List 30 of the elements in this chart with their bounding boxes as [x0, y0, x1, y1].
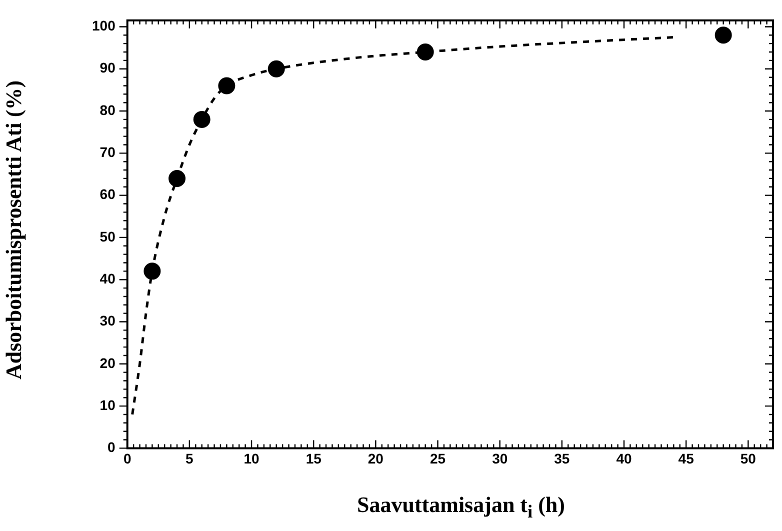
x-tick-label: 5 [186, 450, 194, 466]
y-tick-label: 0 [108, 439, 116, 456]
x-tick-label: 50 [740, 450, 756, 466]
y-tick-label: 10 [100, 396, 116, 413]
y-tick-label: 50 [100, 228, 116, 244]
x-tick-label: 0 [123, 450, 132, 466]
x-tick-label: 15 [306, 450, 322, 466]
x-tick-label: 45 [678, 450, 694, 466]
point [714, 26, 732, 44]
y-tick-label: 20 [100, 354, 116, 371]
point [268, 60, 285, 78]
x-axis-title: Saavuttamisajan t$_{i}$ (h) [356, 492, 566, 522]
x-tick-label: 40 [616, 450, 632, 466]
x-tick-label: 35 [554, 450, 570, 466]
y-tick-label: 80 [100, 102, 116, 118]
y-tick-label: 100 [92, 18, 116, 34]
point [144, 262, 161, 280]
x-tick-label: 10 [244, 450, 260, 466]
point [168, 170, 186, 187]
y-tick-label: 90 [100, 60, 116, 76]
line-series [131, 36, 675, 416]
x-tick-label: 30 [492, 450, 508, 466]
y-axis-title: Adsorboitumisprosentti Ati (%) [1, 80, 27, 380]
point [193, 110, 210, 128]
y-tick-label: 40 [100, 270, 116, 286]
x-tick-label: 25 [430, 450, 446, 466]
y-tick-label: 30 [100, 312, 116, 329]
y-tick-label: 60 [100, 186, 116, 202]
y-tick-label: 70 [100, 144, 116, 160]
x-tick-label: 20 [368, 450, 384, 466]
